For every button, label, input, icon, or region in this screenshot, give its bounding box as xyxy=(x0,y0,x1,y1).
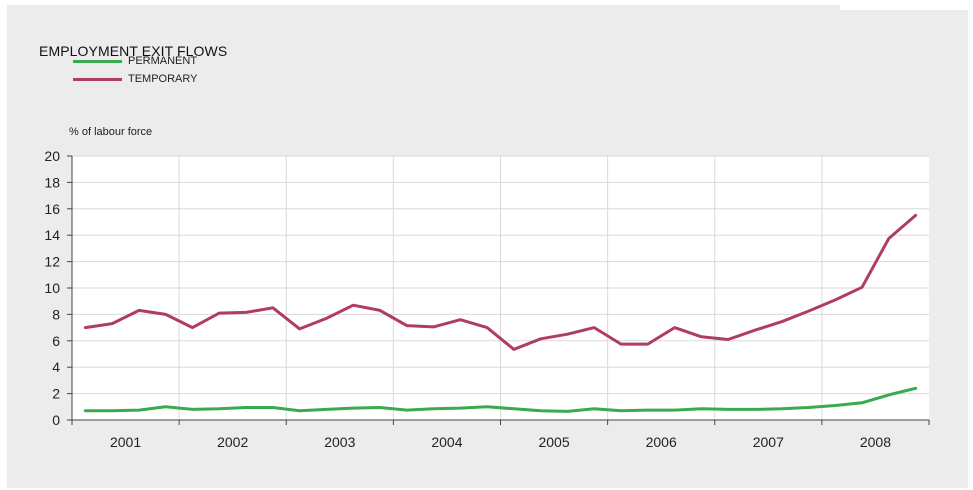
y-tick-label: 10 xyxy=(44,280,60,296)
legend-item-permanent: PERMANENT xyxy=(73,54,197,68)
x-tick-label: 2002 xyxy=(217,434,248,450)
legend-label-permanent: PERMANENT xyxy=(128,55,198,67)
y-tick-label: 18 xyxy=(44,174,60,190)
x-tick-label: 2005 xyxy=(538,434,569,450)
x-tick-label: 2007 xyxy=(753,434,784,450)
x-tick-label: 2008 xyxy=(860,434,891,450)
legend-swatch-temporary xyxy=(73,77,122,81)
legend-label-temporary: TEMPORARY xyxy=(128,73,198,85)
x-tick-label: 2006 xyxy=(646,434,677,450)
y-axis-unit-label: % of labour force xyxy=(69,126,153,138)
y-tick-label: 20 xyxy=(44,148,60,164)
panel-notch xyxy=(840,5,968,10)
legend-item-temporary: TEMPORARY xyxy=(73,72,197,86)
y-tick-label: 4 xyxy=(52,359,60,375)
x-tick-label: 2003 xyxy=(324,434,355,450)
y-tick-label: 6 xyxy=(52,333,60,349)
y-tick-label: 2 xyxy=(52,386,60,402)
y-tick-label: 0 xyxy=(52,412,60,428)
series-line-temporary xyxy=(83,213,918,351)
y-tick-label: 14 xyxy=(44,227,60,243)
y-tick-label: 12 xyxy=(44,254,60,270)
y-tick-label: 8 xyxy=(52,306,60,322)
legend-swatch-permanent xyxy=(73,59,122,63)
x-tick-label: 2001 xyxy=(110,434,141,450)
series-line-permanent xyxy=(83,386,918,413)
y-tick-label: 16 xyxy=(44,201,60,217)
x-tick-label: 2004 xyxy=(431,434,462,450)
chart-title: EMPLOYMENT EXIT FLOWS xyxy=(39,43,228,59)
